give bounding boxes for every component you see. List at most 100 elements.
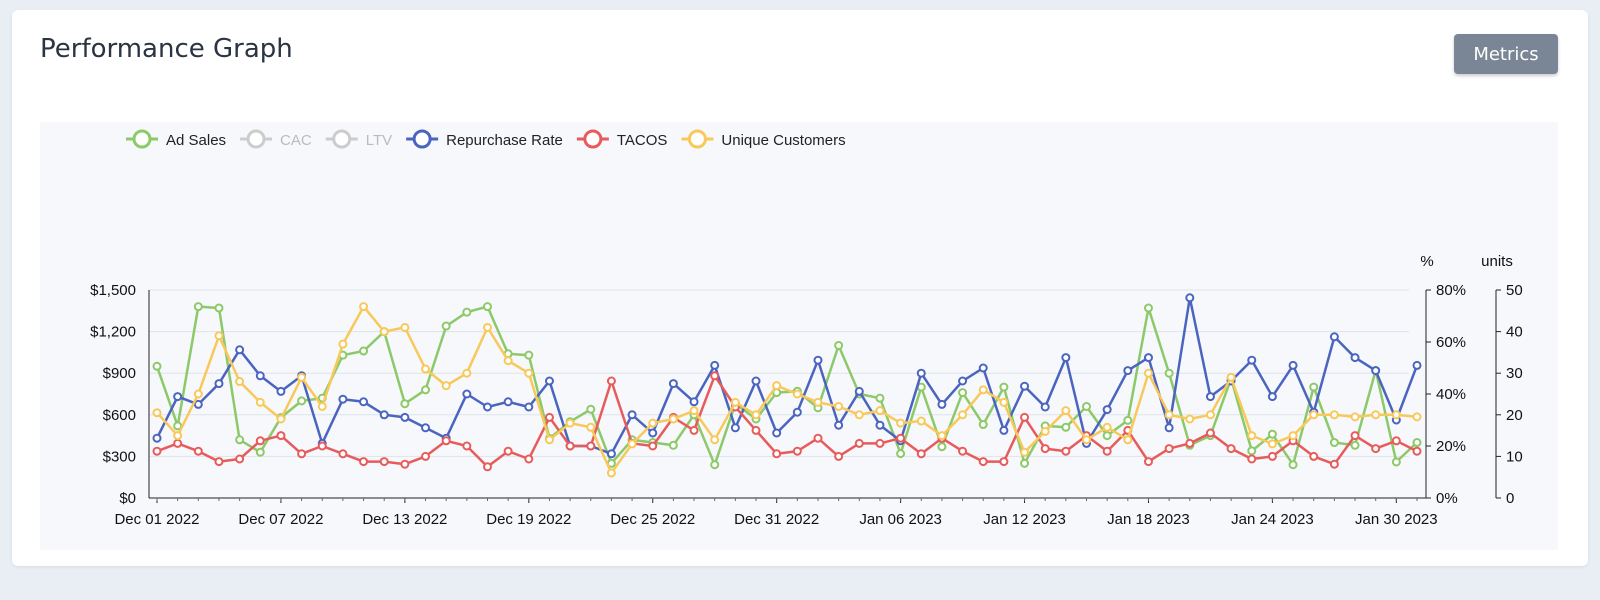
data-point-ad-sales [958, 388, 968, 398]
data-point-unique-customers [1309, 410, 1319, 420]
y-right-pct-tick-label: 40% [1436, 386, 1466, 403]
data-point-unique-customers [875, 406, 885, 416]
data-point-tacos [1371, 444, 1381, 454]
data-point-unique-customers [1164, 410, 1174, 420]
data-point-tacos [1164, 444, 1174, 454]
data-point-tacos [338, 449, 348, 459]
data-point-unique-customers [1040, 426, 1050, 436]
legend-item-cac[interactable]: CAC [280, 132, 312, 149]
data-point-unique-customers [1205, 410, 1215, 420]
metrics-button[interactable]: Metrics [1454, 34, 1558, 74]
data-point-tacos [297, 449, 307, 459]
data-point-ad-sales [937, 442, 947, 452]
series-line-ad-sales [155, 305, 1418, 466]
data-point-unique-customers [255, 397, 265, 407]
legend-marker-ltv[interactable] [332, 129, 352, 149]
data-point-unique-customers [317, 401, 327, 411]
data-point-repurchase-rate [400, 412, 410, 422]
data-point-ad-sales [214, 303, 224, 313]
x-tick-label: Dec 01 2022 [114, 511, 199, 528]
x-tick-label: Dec 25 2022 [610, 511, 695, 528]
data-point-unique-customers [937, 431, 947, 441]
legend-marker-tacos[interactable] [583, 129, 603, 149]
data-point-repurchase-rate [751, 376, 761, 386]
data-point-tacos [173, 438, 183, 448]
data-point-unique-customers [379, 327, 389, 337]
data-point-tacos [235, 454, 245, 464]
data-point-unique-customers [1082, 435, 1092, 445]
data-point-tacos [400, 459, 410, 469]
y-right-pct-tick-label: 60% [1436, 334, 1466, 351]
data-point-repurchase-rate [1164, 423, 1174, 433]
data-point-unique-customers [1061, 406, 1071, 416]
data-point-repurchase-rate [689, 397, 699, 407]
data-point-unique-customers [792, 389, 802, 399]
data-point-repurchase-rate [730, 423, 740, 433]
data-point-ad-sales [710, 460, 720, 470]
y-right-units-tick-label: 50 [1506, 282, 1523, 299]
data-point-ad-sales [999, 382, 1009, 392]
data-point-unique-customers [586, 422, 596, 432]
legend-item-tacos[interactable]: TACOS [617, 132, 668, 149]
data-point-unique-customers [359, 302, 369, 312]
data-point-ad-sales [524, 350, 534, 360]
legend-marker-cac[interactable] [246, 129, 266, 149]
data-point-ad-sales [1329, 438, 1339, 448]
data-point-tacos [1329, 459, 1339, 469]
data-point-tacos [255, 436, 265, 446]
data-point-ad-sales [462, 307, 472, 317]
data-point-unique-customers [896, 418, 906, 428]
data-point-unique-customers [1102, 422, 1112, 432]
data-point-unique-customers [648, 418, 658, 428]
data-point-unique-customers [606, 468, 616, 478]
y-left-tick-label: $600 [103, 407, 136, 424]
data-point-unique-customers [544, 435, 554, 445]
legend-marker-repurchase-rate[interactable] [412, 129, 432, 149]
data-point-tacos [586, 441, 596, 451]
data-point-tacos [854, 438, 864, 448]
data-point-repurchase-rate [462, 389, 472, 399]
data-point-repurchase-rate [173, 392, 183, 402]
data-point-unique-customers [152, 408, 162, 418]
data-point-unique-customers [173, 431, 183, 441]
data-point-unique-customers [854, 410, 864, 420]
data-point-unique-customers [668, 414, 678, 424]
data-point-tacos [441, 436, 451, 446]
data-point-unique-customers [730, 397, 740, 407]
data-point-ad-sales [1288, 460, 1298, 470]
legend-item-repurchase-rate[interactable]: Repurchase Rate [446, 132, 563, 149]
y-right-units-tick-label: 0 [1506, 490, 1514, 507]
data-point-repurchase-rate [937, 399, 947, 409]
data-point-repurchase-rate [834, 420, 844, 430]
data-point-tacos [152, 446, 162, 456]
data-point-ad-sales [668, 440, 678, 450]
data-point-unique-customers [1329, 410, 1339, 420]
y-right-units-tick-label: 30 [1506, 365, 1523, 382]
data-point-unique-customers [1412, 412, 1422, 422]
data-point-repurchase-rate [1123, 366, 1133, 376]
data-point-unique-customers [834, 401, 844, 411]
data-point-ad-sales [1061, 422, 1071, 432]
data-point-tacos [565, 441, 575, 451]
data-point-tacos [193, 446, 203, 456]
data-point-tacos [544, 412, 554, 422]
data-point-repurchase-rate [1371, 366, 1381, 376]
data-point-repurchase-rate [544, 376, 554, 386]
data-point-tacos [1185, 438, 1195, 448]
data-point-repurchase-rate [214, 379, 224, 389]
y-right-pct-tick-label: 20% [1436, 438, 1466, 455]
legend-item-unique-customers[interactable]: Unique Customers [721, 132, 845, 149]
performance-card: Performance Graph Metrics [12, 10, 1588, 566]
data-point-tacos [1247, 454, 1257, 464]
data-point-ad-sales [441, 321, 451, 331]
data-point-ad-sales [1391, 457, 1401, 467]
legend-marker-ad-sales[interactable] [132, 129, 152, 149]
data-point-tacos [359, 457, 369, 467]
data-point-tacos [1061, 446, 1071, 456]
y-left-tick-label: $1,200 [90, 324, 136, 341]
legend-marker-unique-customers[interactable] [687, 129, 707, 149]
legend-item-ltv[interactable]: LTV [366, 132, 392, 149]
y-right-pct-unit: % [1420, 253, 1433, 270]
data-point-repurchase-rate [978, 363, 988, 373]
legend-item-ad-sales[interactable]: Ad Sales [166, 132, 226, 149]
